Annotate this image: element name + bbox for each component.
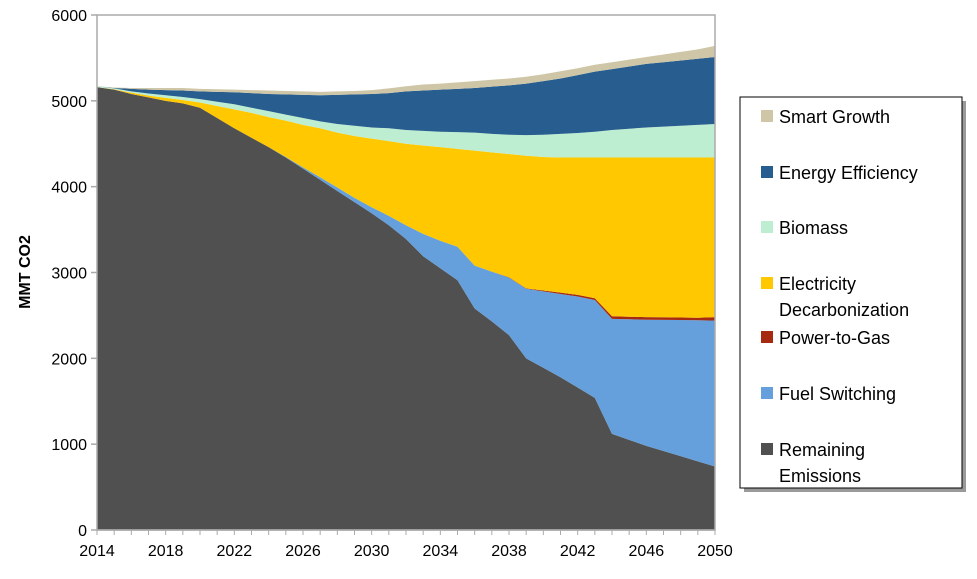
y-axis-label: MMT CO2 xyxy=(17,235,34,309)
legend-swatch xyxy=(761,387,773,399)
legend: Smart Growth Energy Efficiency Biomass Elec… xyxy=(739,96,966,492)
legend-swatch xyxy=(761,277,773,289)
y-tick-label: 3000 xyxy=(51,266,87,283)
x-tick-label: 2034 xyxy=(423,543,459,560)
x-tick-label: 2038 xyxy=(491,543,527,560)
legend-item-remaining-emissions: Remaining Emissions xyxy=(761,440,865,486)
area-layers xyxy=(97,45,715,530)
x-tick-label: 2014 xyxy=(79,543,115,560)
legend-label: Energy Efficiency xyxy=(779,163,918,183)
legend-label: Remaining Emissions xyxy=(779,440,865,486)
legend-item-electricity-decarbonization: Electricity Decarbonization xyxy=(761,274,909,320)
legend-swatch xyxy=(761,443,773,455)
x-tick-label: 2046 xyxy=(629,543,665,560)
area-energy-efficiency xyxy=(97,57,715,136)
y-tick-label: 1000 xyxy=(51,437,87,454)
legend-item-energy-efficiency: Energy Efficiency xyxy=(761,163,918,183)
y-tick-label: 0 xyxy=(78,523,87,540)
y-axis: 0 1000 2000 3000 4000 5000 6000 xyxy=(51,8,97,540)
x-tick-label: 2018 xyxy=(148,543,184,560)
x-tick-label: 2022 xyxy=(217,543,253,560)
legend-swatch xyxy=(761,166,773,178)
x-axis: 2014 2018 2022 2026 2030 2034 2038 2042 2046 2050 xyxy=(79,529,733,560)
area-biomass xyxy=(97,86,715,158)
legend-swatch xyxy=(761,110,773,122)
legend-label: Smart Growth xyxy=(779,107,890,127)
area-smart-growth xyxy=(97,45,715,96)
legend-label: Fuel Switching xyxy=(779,384,896,404)
x-tick-label: 2030 xyxy=(354,543,390,560)
legend-item-smart-growth: Smart Growth xyxy=(761,107,890,127)
legend-label: Electricity Decarbonization xyxy=(779,274,909,320)
legend-item-power-to-gas: Power-to-Gas xyxy=(761,328,890,348)
area-electricity-decarbonization xyxy=(97,87,715,318)
x-tick-label: 2026 xyxy=(285,543,321,560)
legend-label: Biomass xyxy=(779,218,848,238)
area-remaining-emissions xyxy=(97,87,715,530)
x-tick-label: 2042 xyxy=(560,543,596,560)
y-tick-label: 4000 xyxy=(51,180,87,197)
legend-box xyxy=(739,96,963,489)
y-tick-label: 5000 xyxy=(51,94,87,111)
y-tick-label: 2000 xyxy=(51,351,87,368)
legend-item-fuel-switching: Fuel Switching xyxy=(761,384,896,404)
x-tick-label: 2050 xyxy=(697,543,733,560)
legend-item-biomass: Biomass xyxy=(761,218,848,238)
legend-label: Power-to-Gas xyxy=(779,328,890,348)
area-fuel-switching xyxy=(97,87,715,467)
legend-swatch xyxy=(761,331,773,343)
legend-swatch xyxy=(761,221,773,233)
y-tick-label: 6000 xyxy=(51,8,87,25)
